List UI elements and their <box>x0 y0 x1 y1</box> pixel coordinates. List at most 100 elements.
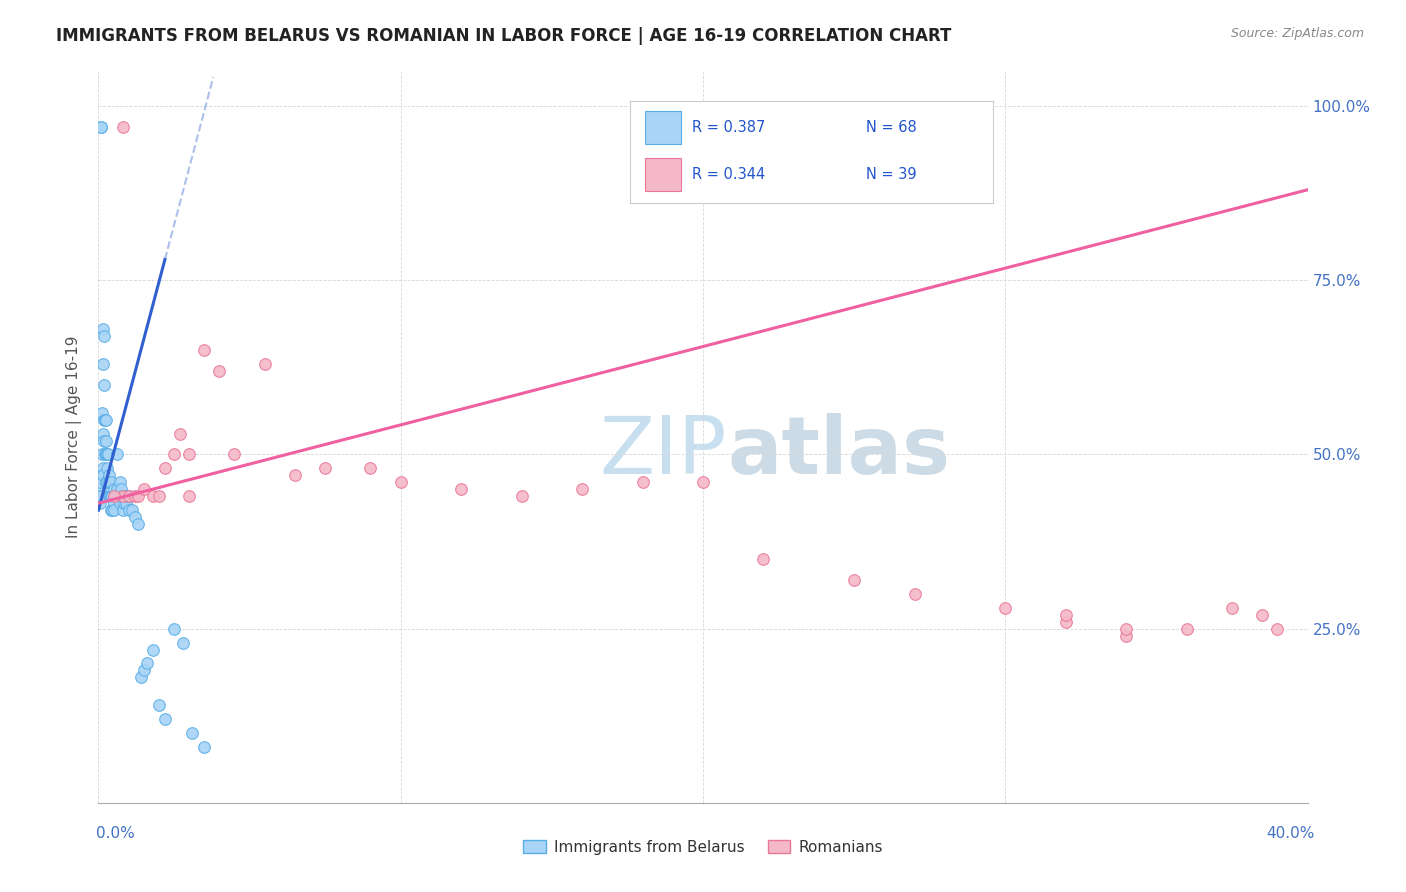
Point <box>389 475 412 490</box>
Point <box>100 489 122 503</box>
Point <box>94 412 117 426</box>
Point <box>107 489 129 503</box>
Point <box>994 600 1017 615</box>
Point <box>111 489 134 503</box>
Text: Source: ZipAtlas.com: Source: ZipAtlas.com <box>1230 27 1364 40</box>
Point <box>103 489 125 503</box>
Point <box>631 475 654 490</box>
Point <box>93 329 115 343</box>
Point <box>193 343 215 357</box>
Point <box>124 510 146 524</box>
Point <box>132 483 155 497</box>
Point <box>172 635 194 649</box>
Point <box>314 461 336 475</box>
Point <box>153 461 176 475</box>
Point <box>98 489 121 503</box>
Point <box>91 448 114 462</box>
Point <box>118 503 141 517</box>
Point <box>1115 629 1137 643</box>
Point <box>111 503 134 517</box>
Point <box>1054 615 1077 629</box>
Point <box>100 489 122 503</box>
Point <box>208 364 231 378</box>
Point <box>142 642 165 657</box>
Point <box>108 475 131 490</box>
Point <box>127 517 149 532</box>
Point <box>135 657 157 671</box>
Text: IMMIGRANTS FROM BELARUS VS ROMANIAN IN LABOR FORCE | AGE 16-19 CORRELATION CHART: IMMIGRANTS FROM BELARUS VS ROMANIAN IN L… <box>56 27 952 45</box>
Point <box>91 426 114 441</box>
Point <box>253 357 276 371</box>
Text: atlas: atlas <box>727 413 950 491</box>
Point <box>105 448 128 462</box>
Point <box>101 503 124 517</box>
Point <box>692 475 714 490</box>
Point <box>90 120 112 134</box>
Point <box>118 489 141 503</box>
Point <box>90 489 112 503</box>
Point <box>112 496 135 510</box>
Point <box>93 377 115 392</box>
Point <box>98 468 121 483</box>
Point <box>148 489 170 503</box>
Point <box>111 120 134 134</box>
Point <box>89 475 111 490</box>
Point <box>94 412 117 426</box>
Point <box>571 483 593 497</box>
Point <box>153 712 176 726</box>
Point <box>93 412 115 426</box>
Point <box>181 726 204 740</box>
Point <box>118 489 141 503</box>
Point <box>510 489 533 503</box>
Point <box>148 698 170 713</box>
Point <box>450 483 472 497</box>
Point <box>94 434 117 448</box>
Point <box>360 461 382 475</box>
Y-axis label: In Labor Force | Age 16-19: In Labor Force | Age 16-19 <box>66 335 83 539</box>
Text: 40.0%: 40.0% <box>1267 827 1315 841</box>
Point <box>97 475 120 490</box>
Point <box>105 483 128 497</box>
Point <box>103 503 125 517</box>
Text: 0.0%: 0.0% <box>96 827 135 841</box>
Point <box>179 489 201 503</box>
Point <box>93 434 115 448</box>
Point <box>91 406 114 420</box>
Point <box>110 483 132 497</box>
Point <box>284 468 307 483</box>
Point <box>104 489 127 503</box>
Point <box>91 322 114 336</box>
Point <box>115 489 138 503</box>
Point <box>1054 607 1077 622</box>
Point <box>91 468 114 483</box>
Point <box>132 664 155 678</box>
Point <box>142 489 165 503</box>
Legend: Immigrants from Belarus, Romanians: Immigrants from Belarus, Romanians <box>517 834 889 861</box>
Point <box>124 489 146 503</box>
Point <box>108 496 131 510</box>
Point <box>224 448 246 462</box>
Point <box>1220 600 1243 615</box>
Point <box>114 489 136 503</box>
Point <box>94 448 117 462</box>
Point <box>100 503 122 517</box>
Point <box>103 483 125 497</box>
Point <box>169 426 191 441</box>
Point <box>129 670 152 684</box>
Point <box>193 740 215 755</box>
Point <box>163 622 186 636</box>
Point <box>96 461 118 475</box>
Point <box>91 357 114 371</box>
Point <box>904 587 927 601</box>
Point <box>94 448 117 462</box>
Point <box>97 448 120 462</box>
Point <box>1251 607 1274 622</box>
Point <box>1267 622 1289 636</box>
Point <box>96 448 118 462</box>
Point <box>89 496 111 510</box>
Point <box>114 496 136 510</box>
Point <box>103 496 125 510</box>
Point <box>96 475 118 490</box>
Point <box>96 475 118 490</box>
Point <box>179 448 201 462</box>
